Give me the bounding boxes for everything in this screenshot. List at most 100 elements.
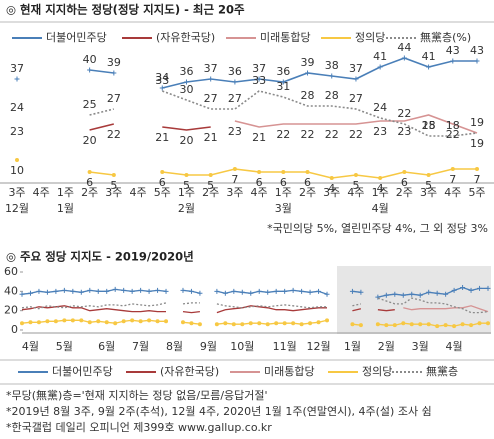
marker bbox=[138, 319, 143, 324]
data-label: 10 bbox=[10, 164, 24, 177]
marker bbox=[402, 170, 407, 174]
marker bbox=[61, 287, 67, 293]
marker bbox=[375, 322, 380, 327]
data-label: 37 bbox=[252, 62, 266, 75]
legend-label: 더불어민주당 bbox=[46, 31, 107, 44]
data-label: 5 bbox=[352, 179, 359, 192]
marker bbox=[231, 322, 236, 327]
y-tick-label: 60 bbox=[4, 265, 18, 278]
marker bbox=[451, 287, 457, 293]
marker bbox=[87, 170, 92, 174]
legend-label: 無黨층(%) bbox=[420, 30, 471, 44]
marker bbox=[184, 173, 189, 177]
marker bbox=[87, 287, 93, 293]
x-tick-label: 5주 bbox=[154, 186, 171, 199]
marker bbox=[477, 321, 482, 326]
data-label: 23 bbox=[10, 125, 24, 138]
data-label: 27 bbox=[349, 92, 363, 105]
x-group-label: 3월 bbox=[275, 202, 292, 215]
marker bbox=[138, 287, 144, 293]
marker bbox=[248, 290, 254, 296]
x-tick-label: 3주 bbox=[105, 186, 122, 199]
marker bbox=[257, 321, 262, 326]
marker bbox=[305, 70, 311, 76]
marker bbox=[130, 318, 135, 323]
data-label: 5 bbox=[110, 179, 117, 192]
marker bbox=[450, 58, 456, 64]
marker bbox=[383, 292, 389, 298]
marker bbox=[273, 288, 279, 294]
marker bbox=[214, 322, 219, 327]
data-label: 5 bbox=[183, 179, 190, 192]
marker bbox=[307, 289, 313, 295]
marker bbox=[401, 321, 406, 326]
legend-label: (자유한국당) bbox=[156, 31, 215, 44]
marker bbox=[87, 67, 93, 73]
marker bbox=[232, 167, 237, 171]
data-label: 6 bbox=[256, 176, 263, 189]
marker bbox=[282, 288, 288, 294]
legend-label: 더불어민주당 bbox=[52, 365, 113, 378]
marker bbox=[443, 291, 449, 297]
x-tick-label: 4월 bbox=[22, 340, 39, 353]
marker bbox=[353, 173, 358, 177]
marker bbox=[417, 292, 423, 298]
y-tick-label: 0 bbox=[11, 323, 18, 336]
marker bbox=[36, 288, 42, 294]
marker bbox=[111, 70, 117, 76]
marker bbox=[358, 323, 363, 328]
data-label: 4 bbox=[328, 182, 335, 195]
marker bbox=[426, 64, 432, 70]
marker bbox=[392, 291, 398, 297]
data-label: 25 bbox=[422, 119, 436, 132]
marker bbox=[27, 290, 33, 296]
marker bbox=[155, 287, 161, 293]
data-label: 7 bbox=[231, 173, 238, 186]
x-tick-label: 3주 bbox=[420, 186, 437, 199]
marker bbox=[155, 319, 160, 324]
data-label: 7 bbox=[474, 173, 481, 186]
x-tick-label: 1주 bbox=[178, 186, 195, 199]
x-tick-label: 1주 bbox=[372, 186, 389, 199]
marker bbox=[147, 318, 152, 323]
marker bbox=[104, 320, 109, 325]
data-label: 24 bbox=[373, 101, 387, 114]
marker bbox=[299, 288, 305, 294]
x-tick-label: 7월 bbox=[132, 340, 149, 353]
marker bbox=[401, 55, 407, 61]
data-label: 36 bbox=[276, 65, 290, 78]
marker bbox=[53, 288, 59, 294]
data-label: 23 bbox=[228, 125, 242, 138]
data-label: 24 bbox=[10, 101, 24, 114]
marker bbox=[28, 320, 33, 325]
series-line bbox=[89, 90, 478, 137]
marker bbox=[146, 288, 152, 294]
marker bbox=[469, 323, 474, 328]
x-tick-label: 12월 bbox=[306, 340, 330, 353]
data-label: 34 bbox=[155, 71, 169, 84]
x-tick-label: 9월 bbox=[200, 340, 217, 353]
legend-label: 無黨층 bbox=[426, 364, 458, 378]
x-tick-label: 2주 bbox=[202, 186, 219, 199]
x-tick-label: 3주 bbox=[323, 186, 340, 199]
data-label: 41 bbox=[422, 50, 436, 63]
marker bbox=[265, 322, 270, 327]
marker bbox=[129, 288, 135, 294]
marker bbox=[291, 321, 296, 326]
series-line bbox=[234, 114, 478, 134]
x-tick-label: 11월 bbox=[273, 340, 297, 353]
data-label: 21 bbox=[204, 131, 218, 144]
data-label: 37 bbox=[204, 62, 218, 75]
x-group-label: 2월 bbox=[178, 202, 195, 215]
legend-label: 정의당 bbox=[362, 365, 392, 378]
data-label: 6 bbox=[401, 176, 408, 189]
data-label: 20 bbox=[179, 134, 193, 147]
marker bbox=[434, 290, 440, 296]
marker bbox=[426, 173, 431, 177]
marker bbox=[384, 323, 389, 328]
x-group-label: 12월 bbox=[5, 202, 29, 215]
marker bbox=[44, 289, 50, 295]
data-label: 6 bbox=[86, 176, 93, 189]
x-tick-label: 2주 bbox=[396, 186, 413, 199]
